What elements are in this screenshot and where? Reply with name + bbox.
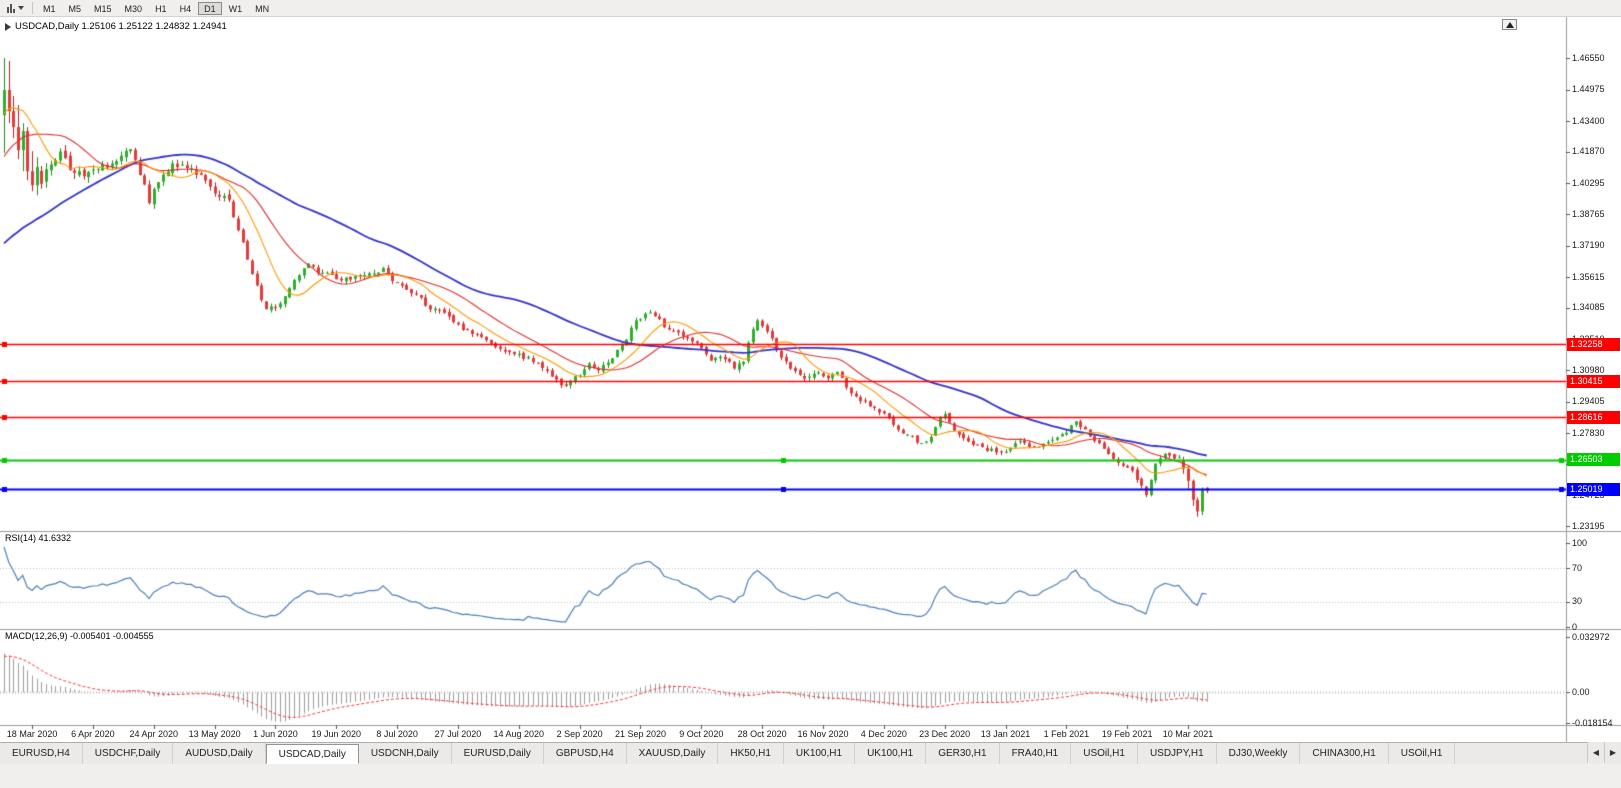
timeframe-button-d1[interactable]: D1 <box>198 1 222 15</box>
timeframe-buttons: M1 M5 M15 M30 H1 H4 D1 W1 MN <box>37 1 276 15</box>
chart-tab-gbpusd-h4[interactable]: GBPUSD,H4 <box>544 743 627 764</box>
chart-tab-usoil-h1[interactable]: USOil,H1 <box>1071 743 1138 764</box>
candlestick-chart-icon <box>7 3 15 13</box>
tab-scroll-right-button[interactable]: ▶ <box>1604 742 1621 763</box>
tab-scroll-buttons: ◀ ▶ <box>1587 742 1621 763</box>
chart-tab-usdjpy-h1[interactable]: USDJPY,H1 <box>1138 743 1217 764</box>
timeframe-button-m15[interactable]: M15 <box>94 3 112 14</box>
chart-tab-fra40-h1[interactable]: FRA40,H1 <box>1000 743 1072 764</box>
chart-tab-china300-h1[interactable]: CHINA300,H1 <box>1300 743 1389 764</box>
tab-scroll-left-button[interactable]: ◀ <box>1587 742 1604 763</box>
chart-type-dropdown-button[interactable] <box>3 1 28 16</box>
chart-tab-uk100-h1[interactable]: UK100,H1 <box>855 743 927 764</box>
chart-tab-xauusd-daily[interactable]: XAUUSD,Daily <box>627 743 719 764</box>
timeframe-button-m1[interactable]: M1 <box>43 3 56 14</box>
chart-tab-usdcnh-daily[interactable]: USDCNH,Daily <box>359 743 452 764</box>
chart-tab-hk50-h1[interactable]: HK50,H1 <box>718 743 784 764</box>
timeframe-button-h4[interactable]: H4 <box>179 3 192 14</box>
status-bar <box>0 764 1621 788</box>
chart-tab-usdcad-daily[interactable]: USDCAD,Daily <box>265 744 359 764</box>
chart-tab-usdchf-daily[interactable]: USDCHF,Daily <box>83 743 174 764</box>
chart-tab-bar: EURUSD,H4 USDCHF,Daily AUDUSD,Daily USDCAD,… <box>0 742 1621 764</box>
chart-tab-eurusd-daily[interactable]: EURUSD,Daily <box>452 743 544 764</box>
chart-tab-uk100-h1[interactable]: UK100,H1 <box>784 743 856 764</box>
timeframe-button-w1[interactable]: W1 <box>228 3 243 14</box>
chart-tab-ger30-h1[interactable]: GER30,H1 <box>926 743 1000 764</box>
chart-tab-dj30-weekly[interactable]: DJ30,Weekly <box>1217 743 1301 764</box>
timeframe-button-mn[interactable]: MN <box>255 3 270 14</box>
toolbar-separator <box>32 2 33 14</box>
timeframe-button-m5[interactable]: M5 <box>68 3 82 14</box>
chart-tab-eurusd-h4[interactable]: EURUSD,H4 <box>0 743 83 764</box>
timeframe-button-m30[interactable]: M30 <box>124 3 143 14</box>
chart-tab-usoil-h1[interactable]: USOil,H1 <box>1389 743 1456 764</box>
timeframe-toolbar: M1 M5 M15 M30 H1 H4 D1 W1 MN <box>0 0 1621 17</box>
chart-tabs: EURUSD,H4 USDCHF,Daily AUDUSD,Daily USDCAD,… <box>0 743 1456 764</box>
chevron-down-icon <box>18 6 24 10</box>
chart-tab-audusd-daily[interactable]: AUDUSD,Daily <box>173 743 266 764</box>
timeframe-button-h1[interactable]: H1 <box>155 3 167 14</box>
